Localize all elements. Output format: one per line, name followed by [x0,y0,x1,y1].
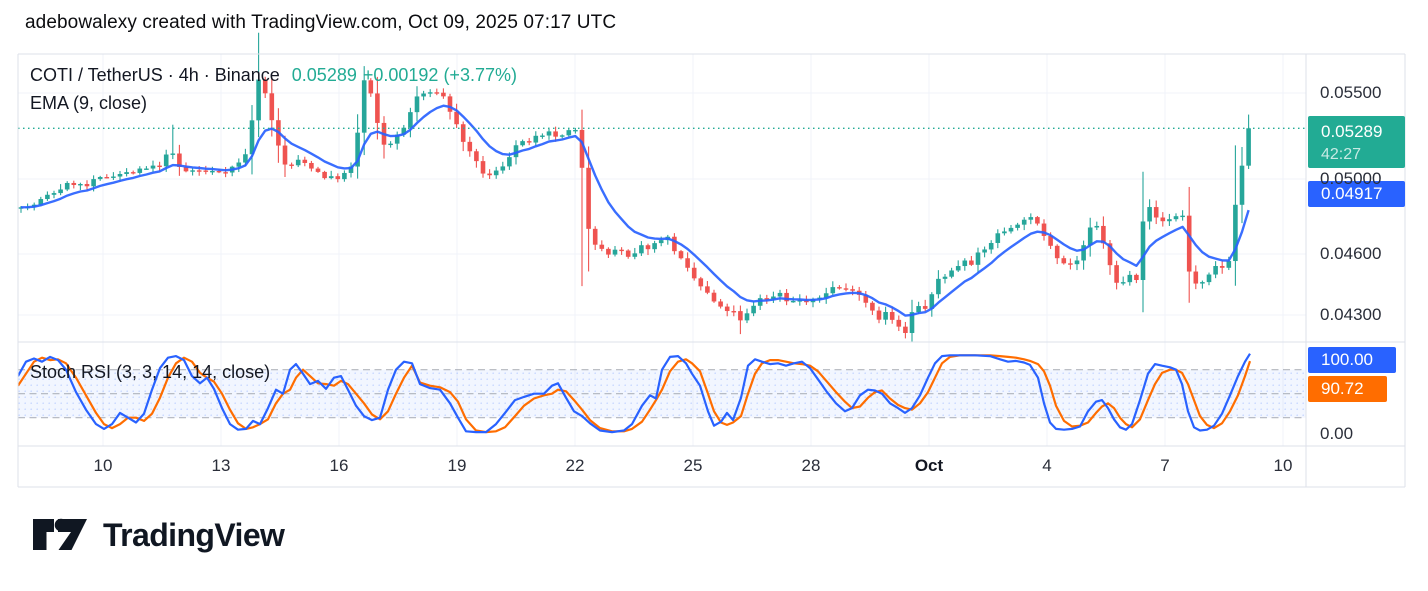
legend-stoch-rsi[interactable]: Stoch RSI (3, 3, 14, 14, close) [30,362,271,382]
tradingview-logo-text: TradingView [103,516,285,553]
time-axis-label: 25 [683,456,703,475]
ema-value-badge: 0.04917 [1308,181,1405,207]
candle-countdown: 42:27 [1321,146,1362,163]
legend-ema-row[interactable]: EMA (9, close) [30,93,148,113]
time-axis-label: 22 [565,456,585,475]
time-axis-label: 7 [1160,456,1170,475]
legend-symbol-row[interactable]: COTI / TetherUS · 4h · Binance 0.05289 +0.… [30,61,523,89]
price-axis-label: 0.05500 [1320,83,1382,102]
tradingview-logo-icon [33,518,87,550]
stoch-k-badge: 100.00 [1308,347,1396,373]
legend-last-price: 0.05289 [291,65,357,85]
time-axis-label: 28 [801,456,821,475]
time-axis-label: 10 [93,456,113,475]
attribution-text: adebowalexy created with TradingView.com… [25,12,617,33]
time-axis-label: 4 [1042,456,1052,475]
symbol-title: COTI / TetherUS · 4h · Binance [30,65,280,85]
tradingview-logo[interactable]: TradingView [33,512,285,558]
time-axis-label: 13 [211,456,231,475]
price-axis-label: 0.04300 [1320,305,1382,325]
time-axis-label: 10 [1273,456,1293,475]
time-axis-label: Oct [914,456,944,475]
stoch-d-badge: 90.72 [1308,376,1387,402]
stoch-zero-label: 0.00 [1320,424,1354,443]
last-price-badge: 0.05289 42:27 [1308,116,1405,168]
time-axis-label: 16 [329,456,349,475]
legend-change: +0.00192 (+3.77%) [362,65,517,85]
last-price-badge-value: 0.05289 [1321,122,1383,141]
time-axis-label: 19 [447,456,467,475]
price-axis-label: 0.05000 [1320,168,1382,188]
chart-legend: COTI / TetherUS · 4h · Binance 0.05289 +0.… [30,61,523,117]
price-axis-label: 0.04600 [1320,244,1382,264]
